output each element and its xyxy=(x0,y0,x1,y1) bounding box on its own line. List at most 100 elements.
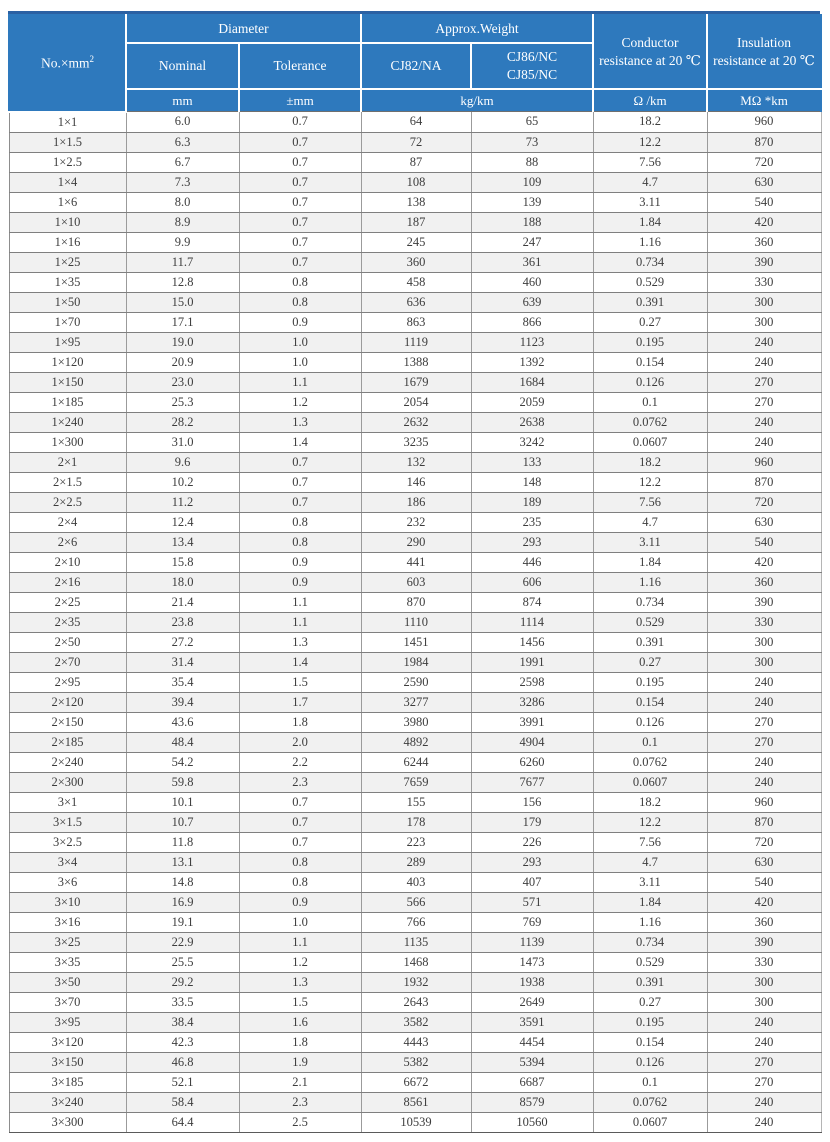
cell-value: 0.9 xyxy=(238,551,362,573)
cell-value: 42.3 xyxy=(125,1031,240,1053)
cell-value: 1.5 xyxy=(238,671,362,693)
cell-value: 188 xyxy=(470,211,594,233)
cell-value: 300 xyxy=(706,311,822,333)
table-row: 3×50 29.2 1.3 1932 1938 0.391 300 xyxy=(8,971,822,993)
cell-value: 64 xyxy=(360,111,472,133)
table-header: No.×mm2 Diameter Approx.Weight Conductor… xyxy=(8,14,823,113)
table-row: 3×25 22.9 1.1 1135 1139 0.734 390 xyxy=(8,931,822,953)
cell-size: 1×70 xyxy=(8,311,127,333)
cell-value: 0.7 xyxy=(238,111,362,133)
cell-value: 6.7 xyxy=(125,151,240,173)
cell-value: 7659 xyxy=(360,771,472,793)
cell-value: 446 xyxy=(470,551,594,573)
cell-value: 5394 xyxy=(470,1051,594,1073)
cell-value: 0.7 xyxy=(238,211,362,233)
cable-spec-table: No.×mm2 Diameter Approx.Weight Conductor… xyxy=(8,14,823,1133)
cell-value: 29.2 xyxy=(125,971,240,993)
cell-value: 0.126 xyxy=(592,711,708,733)
cell-value: 300 xyxy=(706,651,822,673)
cell-value: 720 xyxy=(706,831,822,853)
cell-value: 7.3 xyxy=(125,171,240,193)
cell-value: 636 xyxy=(360,291,472,313)
cell-value: 23.8 xyxy=(125,611,240,633)
cell-value: 3277 xyxy=(360,691,472,713)
cell-value: 12.8 xyxy=(125,271,240,293)
cell-value: 0.0607 xyxy=(592,1111,708,1133)
cell-value: 138 xyxy=(360,191,472,213)
cell-value: 603 xyxy=(360,571,472,593)
cell-value: 20.9 xyxy=(125,351,240,373)
table-row: 3×2.5 11.8 0.7 223 226 7.56 720 xyxy=(8,831,822,853)
cell-value: 22.9 xyxy=(125,931,240,953)
cell-value: 3286 xyxy=(470,691,594,713)
cell-value: 1684 xyxy=(470,371,594,393)
cell-value: 0.7 xyxy=(238,451,362,473)
cell-value: 4443 xyxy=(360,1031,472,1053)
cell-value: 8.0 xyxy=(125,191,240,213)
cell-value: 1456 xyxy=(470,631,594,653)
cell-value: 8579 xyxy=(470,1091,594,1113)
cell-value: 0.8 xyxy=(238,871,362,893)
cell-value: 1135 xyxy=(360,931,472,953)
cell-value: 639 xyxy=(470,291,594,313)
cell-value: 12.4 xyxy=(125,511,240,533)
cell-value: 133 xyxy=(470,451,594,473)
header-size-sup: 2 xyxy=(89,54,95,65)
table-row: 1×50 15.0 0.8 636 639 0.391 300 xyxy=(8,291,822,313)
cell-value: 148 xyxy=(470,471,594,493)
cell-value: 1468 xyxy=(360,951,472,973)
cell-value: 3242 xyxy=(470,431,594,453)
cell-value: 420 xyxy=(706,891,822,913)
cell-value: 0.0607 xyxy=(592,431,708,453)
cell-value: 1679 xyxy=(360,371,472,393)
cell-value: 19.1 xyxy=(125,911,240,933)
cell-size: 1×240 xyxy=(8,411,127,433)
cell-value: 540 xyxy=(706,871,822,893)
cell-value: 240 xyxy=(706,691,822,713)
cell-size: 1×120 xyxy=(8,351,127,373)
cell-value: 1139 xyxy=(470,931,594,953)
cell-value: 240 xyxy=(706,1011,822,1033)
cell-value: 420 xyxy=(706,551,822,573)
cell-value: 3.11 xyxy=(592,871,708,893)
cell-value: 2590 xyxy=(360,671,472,693)
cell-value: 0.0762 xyxy=(592,411,708,433)
cell-value: 441 xyxy=(360,551,472,573)
cell-value: 10.7 xyxy=(125,811,240,833)
cell-value: 540 xyxy=(706,191,822,213)
table-row: 2×2.5 11.2 0.7 186 189 7.56 720 xyxy=(8,491,822,513)
cell-value: 1.16 xyxy=(592,571,708,593)
header-diameter: Diameter xyxy=(124,14,363,44)
cell-size: 2×240 xyxy=(8,751,127,773)
cell-value: 38.4 xyxy=(125,1011,240,1033)
cell-value: 0.1 xyxy=(592,731,708,753)
cell-value: 1.5 xyxy=(238,991,362,1013)
header-size: No.×mm2 xyxy=(8,14,127,113)
cell-value: 3.11 xyxy=(592,191,708,213)
cell-value: 0.27 xyxy=(592,311,708,333)
cell-value: 290 xyxy=(360,531,472,553)
cell-value: 870 xyxy=(706,471,822,493)
cell-size: 2×95 xyxy=(8,671,127,693)
cell-value: 0.7 xyxy=(238,251,362,273)
cell-value: 9.6 xyxy=(125,451,240,473)
cell-value: 0.7 xyxy=(238,231,362,253)
cell-value: 18.2 xyxy=(592,791,708,813)
cell-value: 247 xyxy=(470,231,594,253)
cell-value: 1.3 xyxy=(238,411,362,433)
cell-value: 7677 xyxy=(470,771,594,793)
cell-value: 7.56 xyxy=(592,831,708,853)
unit-tolerance: ±mm xyxy=(237,88,363,112)
cell-value: 2632 xyxy=(360,411,472,433)
cell-value: 1123 xyxy=(470,331,594,353)
table-row: 1×1.5 6.3 0.7 72 73 12.2 870 xyxy=(8,131,822,153)
cell-size: 3×50 xyxy=(8,971,127,993)
cell-value: 1451 xyxy=(360,631,472,653)
cell-value: 0.8 xyxy=(238,291,362,313)
cell-value: 1932 xyxy=(360,971,472,993)
table-row: 1×70 17.1 0.9 863 866 0.27 300 xyxy=(8,311,822,333)
cell-value: 240 xyxy=(706,1091,822,1113)
cell-value: 2.3 xyxy=(238,1091,362,1113)
cell-value: 0.391 xyxy=(592,971,708,993)
